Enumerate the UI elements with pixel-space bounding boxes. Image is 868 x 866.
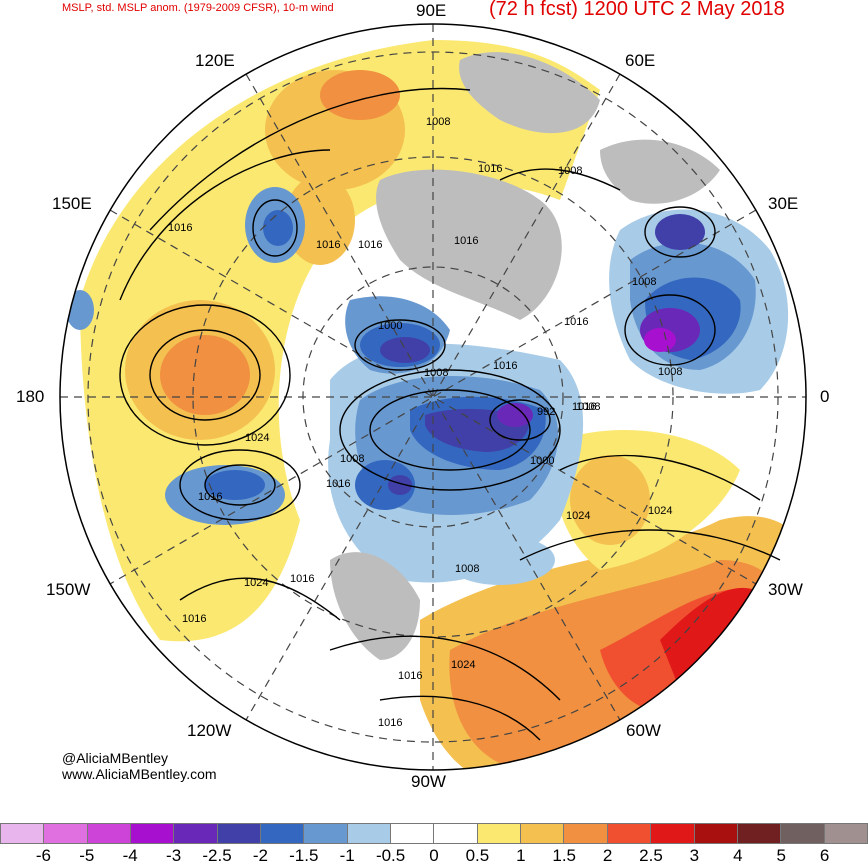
colorbar-swatch	[521, 823, 565, 844]
colorbar-tick-label: -5	[79, 846, 95, 865]
colorbar-tick-label: 1.5	[552, 846, 577, 865]
colorbar-tick-label: -3	[166, 846, 182, 865]
isobar-label: 1016	[182, 613, 206, 625]
isobar-label: 1008	[576, 401, 600, 413]
colorbar-swatch	[477, 823, 522, 844]
isobar-label-group: 1008 1016 1008 1016 1016 1016 1016 1008 …	[168, 116, 682, 729]
colorbar-swatch	[304, 823, 348, 844]
isobar-label: 1016	[378, 717, 402, 729]
isobar-label: 1000	[378, 320, 402, 332]
colorbar-swatch	[174, 823, 218, 844]
credit-twitter: @AliciaMBentley	[62, 750, 169, 766]
isobar-label: 1024	[566, 510, 590, 522]
colorbar-tick-label: 3	[689, 846, 700, 865]
colorbar-swatch	[607, 823, 652, 844]
credit-website: www.AliciaMBentley.com	[62, 766, 217, 782]
colorbar-tick-label: -0.5	[375, 846, 406, 865]
colorbar-swatch	[694, 823, 738, 844]
isobar-label: 1008	[455, 563, 479, 575]
lon-label-120e: 120E	[195, 51, 235, 70]
isobars	[119, 87, 781, 741]
lon-label-60w: 60W	[626, 721, 661, 740]
lon-label-60e: 60E	[625, 51, 656, 70]
isobar-label: 1016	[478, 163, 502, 175]
colorbar-tick-label: -2	[252, 846, 268, 865]
colorbar-tick-label: -2.5	[202, 846, 232, 865]
isobar-label: 1024	[648, 505, 672, 517]
isobar-label: 1016	[572, 401, 596, 413]
lon-label-150e: 150E	[52, 194, 92, 213]
isobar-label: 1016	[198, 491, 222, 503]
colorbar-tick-label: -6	[35, 846, 51, 865]
colorbar-swatch	[44, 823, 88, 844]
colorbar-swatch	[217, 823, 262, 844]
isobar-label: 1008	[558, 165, 582, 177]
anomaly-field	[60, 24, 806, 770]
colorbar-tick-label: 6	[819, 846, 830, 865]
colorbar-tick-label: 0.5	[465, 846, 490, 865]
isobar-label: 1016	[290, 573, 314, 585]
isobar-label: 1024	[244, 577, 268, 589]
colorbar-tick-label: 4	[733, 846, 743, 865]
lon-label-0: 0	[820, 387, 830, 406]
colorbar-swatch	[87, 823, 132, 844]
polar-map: 1008 1016 1008 1016 1016 1016 1016 1008 …	[59, 23, 807, 771]
isobar-label: 1008	[658, 366, 682, 378]
isobar-label: 1016	[358, 239, 382, 251]
isobar-label: 992	[537, 406, 555, 418]
isobar-label: 1008	[424, 367, 448, 379]
colorbar-swatch	[0, 823, 45, 844]
isobar-label: 1016	[454, 235, 478, 247]
map-boundary	[59, 23, 807, 771]
colorbar-swatch	[347, 823, 392, 844]
isobar-label: 1024	[451, 659, 475, 671]
isobar-label: 1016	[493, 360, 517, 372]
colorbar-tick-label: -1.5	[289, 846, 319, 865]
isobar-label: 1016	[326, 478, 350, 490]
colorbar-tick-label: -1	[339, 846, 355, 865]
colorbar-tick-label: -4	[122, 846, 138, 865]
lon-label-90e: 90E	[416, 1, 447, 20]
lon-label-90w: 90W	[411, 772, 446, 791]
isobar-label: 1016	[168, 222, 192, 234]
colorbar-swatch	[651, 823, 695, 844]
isobar-label: 1000	[530, 455, 554, 467]
colorbar-swatch	[824, 823, 868, 844]
graticule	[60, 24, 806, 770]
colorbar-swatch	[391, 823, 435, 844]
lon-label-30e: 30E	[768, 194, 799, 213]
isobar-label: 1008	[632, 276, 656, 288]
isobar-label: 1016	[398, 670, 422, 682]
chart-title: MSLP, std. MSLP anom. (1979-2009 CFSR), …	[62, 2, 334, 14]
colorbar-swatch	[564, 823, 608, 844]
colorbar-tick-label: 5	[776, 846, 786, 865]
colorbar-swatch	[737, 823, 782, 844]
lon-label-30w: 30W	[768, 580, 803, 599]
colorbar-tick-label: 2.5	[639, 846, 663, 865]
colorbar-tick-label: 2	[602, 846, 613, 865]
isobar-label: 1016	[564, 316, 588, 328]
isobar-label: 1024	[245, 432, 269, 444]
lon-label-150w: 150W	[46, 580, 91, 599]
isobar-label: 1008	[340, 453, 364, 465]
isobar-label: 1008	[426, 116, 450, 128]
colorbar-swatch	[261, 823, 305, 844]
colorbar-tick-label: 1	[516, 846, 526, 865]
colorbar-swatch	[131, 823, 175, 844]
colorbar	[0, 823, 868, 846]
colorbar-swatch	[434, 823, 478, 844]
lon-label-180: 180	[16, 387, 45, 406]
colorbar-tick-label: 0	[429, 846, 439, 865]
isobar-label: 1016	[316, 239, 340, 251]
colorbar-swatch	[781, 823, 825, 844]
forecast-time: (72 h fcst) 1200 UTC 2 May 2018	[489, 0, 785, 20]
lon-label-120w: 120W	[187, 721, 232, 740]
